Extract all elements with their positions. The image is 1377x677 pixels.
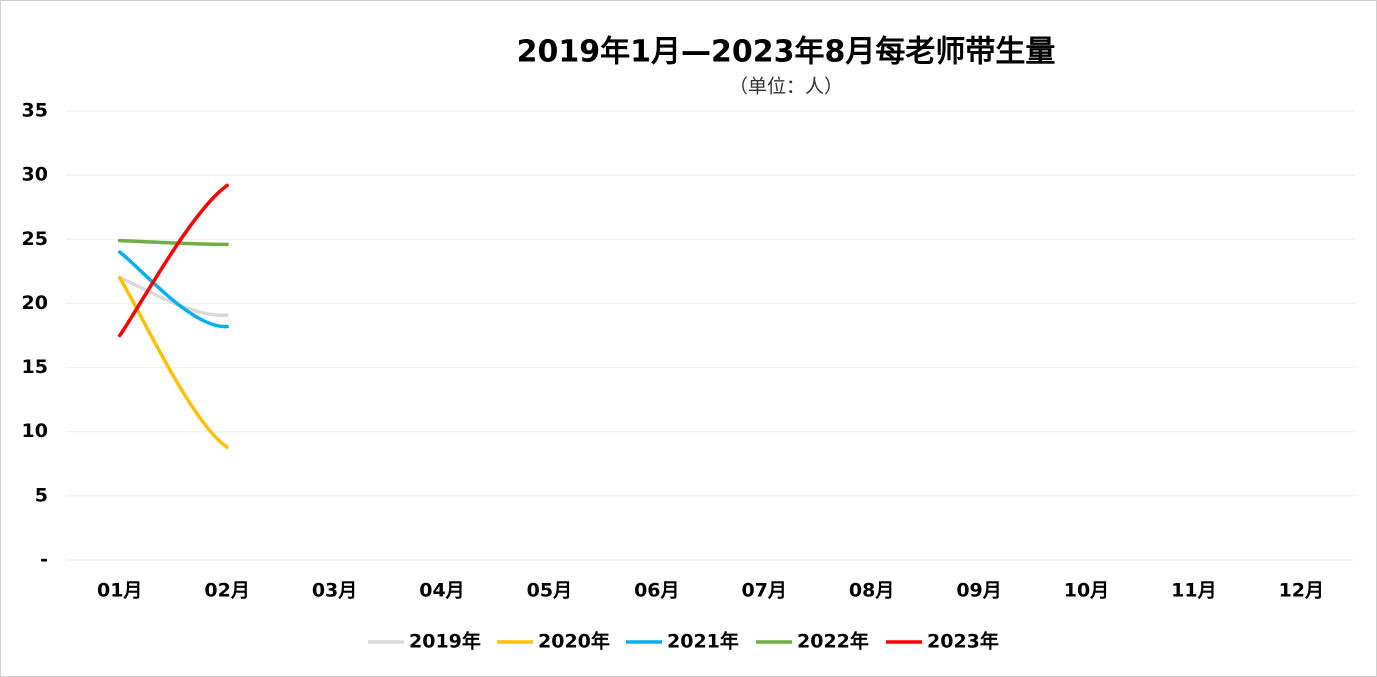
series-line (117, 183, 229, 338)
x-tick-label: 11月 (1171, 580, 1216, 602)
y-tick-label: 10 (22, 420, 48, 442)
x-tick-label: 08月 (849, 580, 894, 602)
x-tick-label: 05月 (527, 580, 572, 602)
y-tick-label: 30 (22, 164, 48, 186)
x-tick-label: 10月 (1064, 580, 1109, 602)
series-line (117, 276, 229, 317)
y-tick-label: 25 (22, 228, 48, 250)
x-tick-label: 12月 (1279, 580, 1324, 602)
x-tick-label: 02月 (204, 580, 249, 602)
legend-label: 2022年 (797, 630, 869, 653)
x-tick-label: 06月 (634, 580, 679, 602)
series-line (117, 276, 229, 449)
legend-label: 2020年 (538, 630, 610, 653)
y-tick-label: - (40, 549, 48, 571)
x-tick-label: 09月 (956, 580, 1001, 602)
legend-label: 2023年 (927, 630, 999, 653)
x-tick-label: 07月 (741, 580, 786, 602)
chart-subtitle: （单位：人） (729, 76, 843, 98)
chart-title: 2019年1月—2023年8月每老师带生量 (517, 35, 1056, 70)
legend-label: 2021年 (667, 630, 739, 653)
x-tick-label: 03月 (312, 580, 357, 602)
y-tick-label: 5 (35, 484, 48, 506)
y-tick-label: 20 (22, 292, 48, 314)
legend-label: 2019年 (409, 630, 481, 653)
y-tick-label: 15 (22, 356, 48, 378)
x-tick-label: 01月 (97, 580, 142, 602)
series-line (117, 238, 229, 247)
y-tick-label: 35 (22, 100, 48, 122)
series-line (117, 250, 229, 329)
x-tick-label: 04月 (419, 580, 464, 602)
